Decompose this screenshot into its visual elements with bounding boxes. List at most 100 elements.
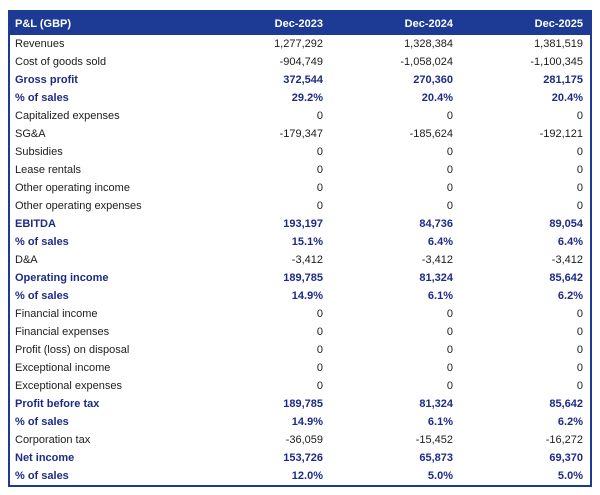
value-cell: 0 (576, 326, 583, 338)
value-cell: 89,054 (549, 218, 583, 230)
value-cell: 1,381,519 (534, 38, 583, 50)
value-cell: -179,347 (279, 128, 323, 140)
value-cell: -3,412 (551, 254, 583, 266)
pl-statement-table: P&L (GBP) Dec-2023 Dec-2024 Dec-2025 Rev… (8, 10, 592, 487)
value-cell: 0 (446, 200, 453, 212)
value-cell: 29.2% (291, 92, 323, 104)
value-cell: 14.9% (291, 416, 323, 428)
value-cell: 6.4% (557, 236, 583, 248)
value-cell: 0 (316, 362, 323, 374)
table-row: % of sales 29.2% 20.4% 20.4% (10, 89, 590, 107)
table-row: Exceptional income 0 0 0 (10, 359, 590, 377)
value-cell: 0 (576, 110, 583, 122)
value-cell: 0 (446, 344, 453, 356)
value-cell: 6.1% (427, 290, 453, 302)
value-cell: 6.4% (427, 236, 453, 248)
value-cell: 0 (446, 164, 453, 176)
value-cell: 6.2% (557, 416, 583, 428)
row-label: % of sales (15, 470, 69, 482)
value-cell: 0 (446, 308, 453, 320)
value-cell: 0 (316, 344, 323, 356)
table-row: Gross profit 372,544 270,360 281,175 (10, 71, 590, 89)
value-cell: 5.0% (427, 470, 453, 482)
row-label: % of sales (15, 92, 69, 104)
value-cell: 0 (446, 362, 453, 374)
value-cell: 0 (316, 146, 323, 158)
column-header-dec-2024: Dec-2024 (330, 12, 460, 35)
value-cell: 0 (316, 380, 323, 392)
value-cell: -1,100,345 (530, 56, 583, 68)
value-cell: 153,726 (283, 452, 323, 464)
row-label: EBITDA (15, 218, 56, 230)
table-row: Financial income 0 0 0 (10, 305, 590, 323)
row-label: Cost of goods sold (15, 56, 107, 68)
value-cell: 1,328,384 (404, 38, 453, 50)
value-cell: 69,370 (549, 452, 583, 464)
value-cell: 0 (446, 146, 453, 158)
table-row: D&A -3,412 -3,412 -3,412 (10, 251, 590, 269)
table-row: % of sales 12.0% 5.0% 5.0% (10, 467, 590, 485)
value-cell: 0 (576, 380, 583, 392)
value-cell: 0 (576, 182, 583, 194)
value-cell: 0 (446, 380, 453, 392)
value-cell: 0 (576, 362, 583, 374)
row-label: Lease rentals (15, 164, 82, 176)
row-label: % of sales (15, 290, 69, 302)
row-label: Exceptional income (15, 362, 111, 374)
row-label: Other operating income (15, 182, 130, 194)
table-row: Corporation tax -36,059 -15,452 -16,272 (10, 431, 590, 449)
value-cell: -3,412 (421, 254, 453, 266)
value-cell: 1,277,292 (274, 38, 323, 50)
row-label: Operating income (15, 272, 109, 284)
value-cell: 84,736 (419, 218, 453, 230)
table-header: P&L (GBP) Dec-2023 Dec-2024 Dec-2025 (10, 12, 590, 35)
value-cell: 0 (316, 200, 323, 212)
column-header-dec-2023: Dec-2023 (200, 12, 330, 35)
row-label: Revenues (15, 38, 65, 50)
value-cell: 0 (576, 146, 583, 158)
value-cell: 189,785 (283, 398, 323, 410)
table-row: % of sales 14.9% 6.1% 6.2% (10, 413, 590, 431)
table-row: Other operating expenses 0 0 0 (10, 197, 590, 215)
value-cell: 20.4% (551, 92, 583, 104)
value-cell: 14.9% (291, 290, 323, 302)
value-cell: 0 (576, 164, 583, 176)
header-row: P&L (GBP) Dec-2023 Dec-2024 Dec-2025 (10, 12, 590, 35)
row-label: Capitalized expenses (15, 110, 120, 122)
value-cell: 270,360 (413, 74, 453, 86)
table-row: Profit (loss) on disposal 0 0 0 (10, 341, 590, 359)
table-row: Other operating income 0 0 0 (10, 179, 590, 197)
value-cell: -192,121 (539, 128, 583, 140)
table-row: Operating income 189,785 81,324 85,642 (10, 269, 590, 287)
value-cell: 372,544 (283, 74, 323, 86)
value-cell: 5.0% (557, 470, 583, 482)
table-row: SG&A -179,347 -185,624 -192,121 (10, 125, 590, 143)
value-cell: -16,272 (545, 434, 583, 446)
table-row: % of sales 15.1% 6.4% 6.4% (10, 233, 590, 251)
row-label: Corporation tax (15, 434, 91, 446)
value-cell: -904,749 (279, 56, 323, 68)
row-label: Financial expenses (15, 326, 110, 338)
value-cell: 0 (316, 182, 323, 194)
row-label: Profit before tax (15, 398, 100, 410)
table-row: EBITDA 193,197 84,736 89,054 (10, 215, 590, 233)
row-label: Exceptional expenses (15, 380, 123, 392)
table-row: Financial expenses 0 0 0 (10, 323, 590, 341)
value-cell: 65,873 (419, 452, 453, 464)
pl-table-body: Revenues 1,277,292 1,328,384 1,381,519 Cost … (10, 35, 590, 485)
value-cell: -3,412 (291, 254, 323, 266)
value-cell: -1,058,024 (400, 56, 453, 68)
table-row: % of sales 14.9% 6.1% 6.2% (10, 287, 590, 305)
table-row: Exceptional expenses 0 0 0 (10, 377, 590, 395)
value-cell: 15.1% (291, 236, 323, 248)
value-cell: -15,452 (415, 434, 453, 446)
value-cell: 0 (576, 344, 583, 356)
value-cell: -36,059 (285, 434, 323, 446)
table-row: Profit before tax 189,785 81,324 85,642 (10, 395, 590, 413)
value-cell: 6.2% (557, 290, 583, 302)
pl-table: P&L (GBP) Dec-2023 Dec-2024 Dec-2025 Rev… (10, 12, 590, 485)
value-cell: 85,642 (549, 398, 583, 410)
table-row: Net income 153,726 65,873 69,370 (10, 449, 590, 467)
value-cell: 0 (446, 182, 453, 194)
table-row: Capitalized expenses 0 0 0 (10, 107, 590, 125)
